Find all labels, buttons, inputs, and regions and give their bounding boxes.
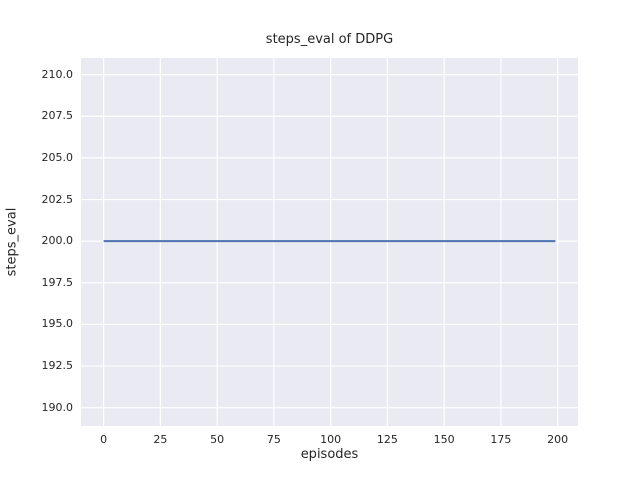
x-tick-label: 150 [433,433,455,446]
x-tick-label: 100 [320,433,342,446]
x-axis-label: episodes [300,447,359,462]
x-tick-label: 200 [547,433,569,446]
y-axis-label: steps_eval [4,207,20,277]
x-tick-label: 25 [153,433,168,446]
plot-area [81,58,578,426]
y-tick-label: 210.0 [41,67,74,81]
chart-title: steps_eval of DDPG [265,32,394,47]
x-tick-label: 0 [100,433,108,446]
y-tick-label: 200.0 [41,234,74,248]
x-tick-label: 125 [376,433,398,446]
y-tick-label: 205.0 [41,150,74,164]
y-tick-label: 192.5 [41,359,74,373]
x-tick-label: 75 [266,433,281,446]
x-tick-label: 175 [490,433,512,446]
y-tick-label: 202.5 [41,192,74,206]
y-tick-label: 190.0 [41,400,74,414]
x-tick-label: 50 [210,433,225,446]
y-tick-label: 197.5 [41,275,74,289]
y-tick-label: 195.0 [41,317,74,331]
plot-canvas [81,58,578,426]
y-tick-label: 207.5 [41,109,74,123]
